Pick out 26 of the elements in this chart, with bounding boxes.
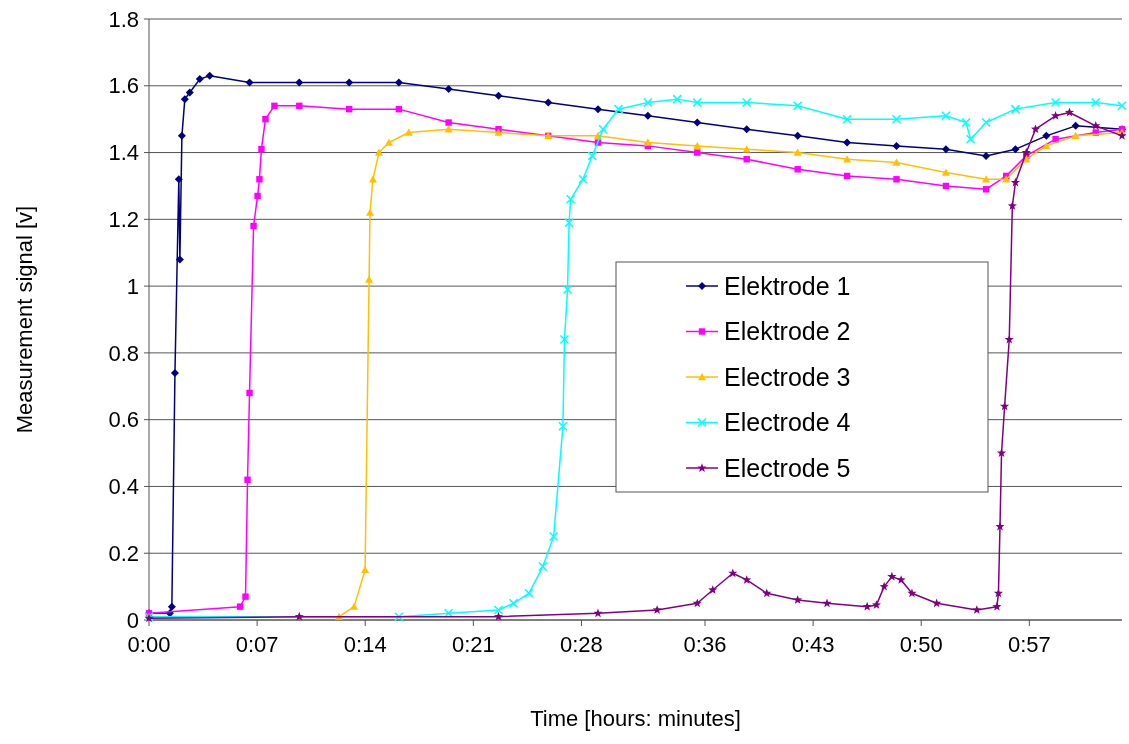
y-tick-label: 0 — [126, 607, 139, 633]
legend-label: Elektrode 1 — [724, 271, 851, 300]
y-tick-label: 1.6 — [108, 73, 139, 99]
legend-label: Electrode 3 — [724, 362, 851, 391]
x-tick-label: 0:43 — [791, 632, 835, 657]
y-axis-title: Measurement signal [v] — [12, 205, 37, 434]
x-tick-label: 0:50 — [899, 632, 943, 657]
x-tick-label: 0:07 — [235, 632, 279, 657]
y-tick-label: 1 — [126, 273, 139, 299]
x-axis-title: Time [hours: minutes] — [530, 706, 741, 731]
y-tick-label: 0.2 — [108, 540, 139, 566]
legend-label: Elektrode 2 — [724, 317, 851, 346]
legend-label: Electrode 5 — [724, 453, 851, 482]
y-tick-label: 1.2 — [108, 207, 139, 233]
x-tick-label: 0:28 — [560, 632, 603, 657]
y-tick-label: 0.4 — [108, 474, 139, 500]
y-tick-label: 1.8 — [108, 6, 139, 32]
x-tick-label: 0:00 — [127, 632, 171, 657]
x-tick-label: 0:36 — [683, 632, 727, 657]
y-tick-label: 1.4 — [108, 140, 139, 166]
x-tick-label: 0:57 — [1007, 632, 1051, 657]
y-tick-label: 0.8 — [108, 340, 139, 366]
legend-label: Electrode 4 — [724, 408, 851, 437]
x-tick-label: 0:14 — [343, 632, 387, 657]
x-tick-label: 0:21 — [451, 632, 495, 657]
y-tick-label: 0.6 — [108, 407, 139, 433]
